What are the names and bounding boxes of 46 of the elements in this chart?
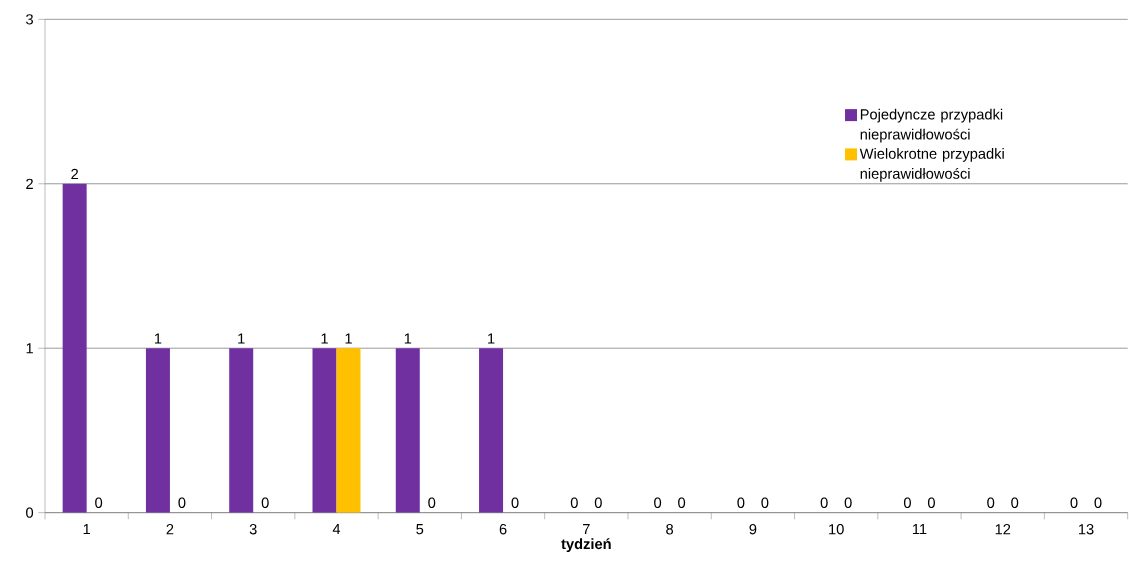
- data-label: 0: [1011, 497, 1019, 508]
- x-tick-label: 13: [1078, 524, 1094, 535]
- x-tick-label: 8: [666, 524, 674, 535]
- x-tick-label: 7: [583, 524, 590, 535]
- legend-label: Pojedyncze przypadki nieprawidłowości: [860, 108, 1003, 143]
- x-tick-label: 9: [749, 524, 757, 535]
- data-label: 0: [178, 497, 186, 508]
- x-tick-label: 11: [912, 524, 927, 535]
- data-label: 1: [345, 333, 352, 344]
- x-tick-label: 2: [166, 524, 174, 535]
- x-tick-label: 5: [416, 524, 424, 535]
- data-label: 0: [844, 497, 852, 508]
- y-tick-label: 0: [26, 507, 34, 518]
- x-tick-label: 10: [829, 524, 844, 535]
- data-label: 0: [654, 497, 662, 508]
- data-label: 1: [238, 333, 245, 344]
- data-label: 2: [71, 168, 78, 180]
- data-label: 0: [570, 497, 578, 508]
- data-label: 0: [428, 497, 436, 508]
- data-label: 0: [987, 497, 995, 508]
- data-label: 0: [927, 497, 935, 508]
- x-tick-label: 3: [249, 524, 257, 535]
- x-tick-label: 1: [83, 524, 91, 535]
- data-label: 0: [1094, 497, 1102, 508]
- data-label: 0: [903, 497, 911, 508]
- data-label: 0: [261, 497, 269, 508]
- data-label: 0: [511, 497, 519, 508]
- data-label: 0: [737, 497, 745, 508]
- x-tick-label: 12: [995, 524, 1011, 535]
- y-tick-label: 3: [26, 14, 33, 25]
- y-tick-label: 2: [26, 178, 33, 189]
- x-tick-label: 6: [499, 524, 507, 535]
- legend-label: Wielokrotne przypadki nieprawidłowości: [859, 148, 1004, 182]
- data-label: 1: [488, 333, 495, 344]
- x-axis-title: tydzień: [561, 538, 611, 553]
- data-label: 1: [321, 333, 328, 344]
- data-label: 0: [820, 497, 828, 508]
- data-label: 0: [761, 497, 769, 508]
- data-label: 0: [678, 497, 686, 508]
- data-label: 0: [95, 497, 103, 508]
- data-label: 1: [404, 333, 412, 344]
- y-tick-label: 1: [26, 343, 33, 354]
- data-label: 0: [594, 497, 602, 508]
- data-label: 1: [154, 333, 162, 344]
- x-tick-label: 4: [332, 524, 341, 535]
- data-label: 0: [1070, 497, 1078, 508]
